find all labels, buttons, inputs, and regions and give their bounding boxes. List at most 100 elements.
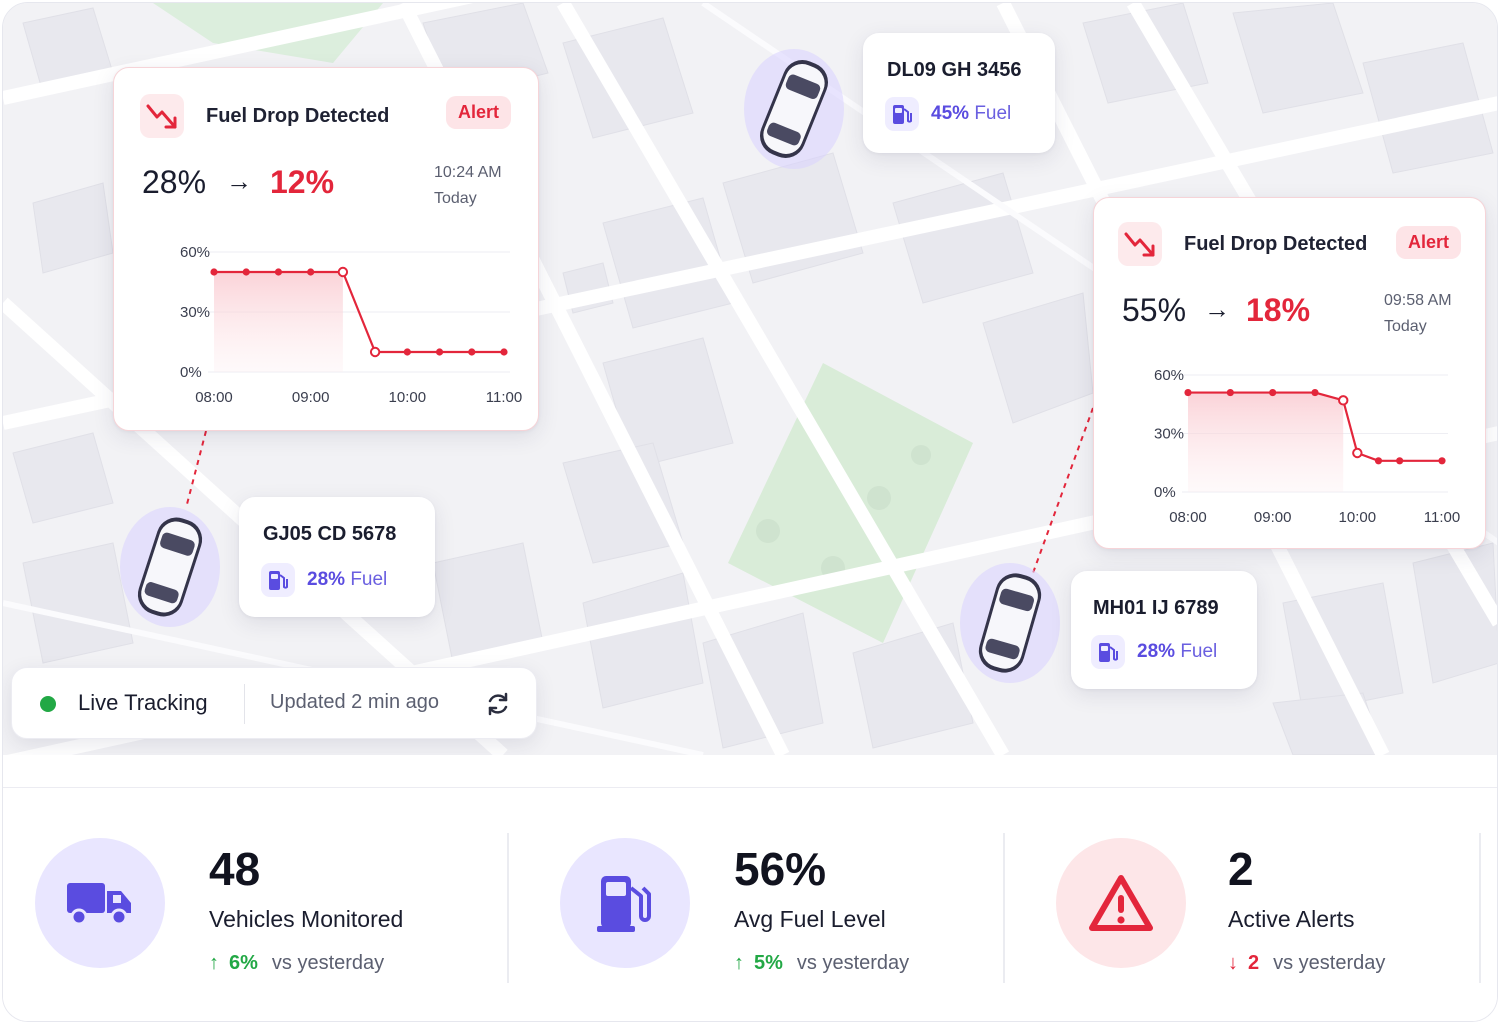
vehicle-marker-gj05[interactable] xyxy=(115,495,225,635)
fuel-pump-icon xyxy=(1091,635,1125,669)
arrow-right-icon: → xyxy=(226,166,252,196)
live-status-dot xyxy=(40,696,56,712)
fuel-alert-card-2[interactable]: Fuel Drop Detected Alert 55% → 18% 09:58… xyxy=(1093,197,1486,549)
arrow-up-icon: ↑ xyxy=(734,952,744,974)
vehicle-plate: MH01 IJ 6789 xyxy=(1093,597,1219,619)
fuel-to: 12% xyxy=(270,164,335,200)
y-tick-label: 60% xyxy=(180,244,210,261)
vehicle-card-mh01[interactable]: MH01 IJ 6789 28% Fuel xyxy=(1071,571,1257,689)
fuel-label: Fuel xyxy=(1180,641,1218,662)
alert-title: Fuel Drop Detected xyxy=(206,104,390,127)
trend-down-icon xyxy=(1118,222,1162,266)
divider xyxy=(1003,833,1005,983)
data-point xyxy=(500,348,508,356)
stat-value: 56% xyxy=(734,843,827,895)
delta-value: 6% xyxy=(229,952,258,974)
data-point xyxy=(1438,457,1446,465)
fuel-label: Fuel xyxy=(350,569,388,590)
arrow-up-icon: ↑ xyxy=(209,952,219,974)
y-tick-label: 60% xyxy=(1154,367,1184,384)
data-point xyxy=(1311,388,1319,397)
data-point xyxy=(1374,457,1383,465)
data-point xyxy=(1184,388,1192,397)
x-tick-label: 08:00 xyxy=(195,389,233,406)
vehicle-plate: GJ05 CD 5678 xyxy=(263,523,397,545)
fuel-chart-1: 60% 30% 0% 08:00 09:00 10:00 11:00 xyxy=(180,244,522,406)
vehicle-card-dl09[interactable]: DL09 GH 3456 45% Fuel xyxy=(863,33,1055,153)
alert-title: Fuel Drop Detected xyxy=(1184,232,1368,255)
vehicle-marker-dl09[interactable] xyxy=(739,37,849,177)
area-fill xyxy=(214,272,343,372)
live-tracking-bar: Live Tracking Updated 2 min ago xyxy=(11,667,537,739)
stat-delta: ↑ 5% vs yesterday xyxy=(734,952,909,975)
data-point xyxy=(337,266,349,278)
delta-suffix: vs yesterday xyxy=(271,952,385,974)
fuel-to: 18% xyxy=(1246,292,1311,328)
warning-icon xyxy=(1056,838,1186,968)
data-point xyxy=(1226,388,1234,397)
data-point xyxy=(369,346,381,358)
x-tick-label: 10:00 xyxy=(1339,509,1377,526)
data-point xyxy=(307,268,315,276)
alert-day: Today xyxy=(434,190,477,207)
x-tick-label: 11:00 xyxy=(1424,509,1460,526)
fuel-chart-2: 60% 30% 0% 08:00 09:00 10:00 11:00 xyxy=(1154,367,1460,526)
delta-suffix: vs yesterday xyxy=(796,952,910,974)
delta-suffix: vs yesterday xyxy=(1273,952,1386,974)
stat-label: Avg Fuel Level xyxy=(734,906,886,932)
refresh-icon[interactable] xyxy=(482,688,514,720)
delta-value: 2 xyxy=(1248,952,1260,974)
map-view[interactable]: Fuel Drop Detected Alert 28% → 12% 10:24… xyxy=(3,3,1497,755)
vehicle-card-gj05[interactable]: GJ05 CD 5678 28% Fuel xyxy=(239,497,435,617)
y-tick-label: 30% xyxy=(1154,426,1184,443)
arrow-right-icon: → xyxy=(1204,294,1230,324)
fuel-from: 55% xyxy=(1122,292,1187,328)
data-point xyxy=(435,348,444,356)
alert-time: 10:24 AM xyxy=(434,164,502,181)
delta-value: 5% xyxy=(754,952,783,974)
vehicle-marker-mh01[interactable] xyxy=(955,551,1065,691)
arrow-down-icon: ↓ xyxy=(1228,952,1238,974)
fuel-pump-icon xyxy=(261,563,295,597)
stats-panel: 48 Vehicles Monitored ↑ 6% vs yesterday … xyxy=(3,787,1497,1021)
divider xyxy=(1479,833,1481,983)
stat-value: 2 xyxy=(1228,843,1254,895)
divider xyxy=(507,833,509,983)
live-status-label: Live Tracking xyxy=(78,690,208,715)
data-point xyxy=(1352,447,1363,459)
vehicle-plate: DL09 GH 3456 xyxy=(887,59,1022,81)
alert-badge: Alert xyxy=(1396,226,1462,259)
stat-value: 48 xyxy=(209,843,261,895)
x-tick-label: 08:00 xyxy=(1169,509,1207,526)
fuel-pump-icon xyxy=(560,838,690,968)
trend-down-icon xyxy=(140,94,184,138)
stat-label: Vehicles Monitored xyxy=(209,906,404,932)
area-fill xyxy=(1188,392,1344,492)
data-point xyxy=(1338,395,1349,406)
divider xyxy=(244,684,245,724)
x-tick-label: 09:00 xyxy=(292,389,330,406)
fuel-pump-icon xyxy=(885,97,919,131)
truck-icon xyxy=(35,838,165,968)
stat-label: Active Alerts xyxy=(1228,906,1355,932)
data-point xyxy=(403,348,411,356)
fuel-label: Fuel xyxy=(974,103,1012,124)
alert-time: 09:58 AM xyxy=(1384,292,1452,309)
data-point xyxy=(468,348,476,356)
fuel-from: 28% xyxy=(142,164,207,200)
data-point xyxy=(274,268,283,276)
last-updated-text: Updated 2 min ago xyxy=(270,691,440,713)
data-point xyxy=(1269,388,1277,397)
alert-badge: Alert xyxy=(446,96,512,129)
x-tick-label: 09:00 xyxy=(1254,509,1292,526)
data-point xyxy=(242,268,250,276)
fuel-alert-card-1[interactable]: Fuel Drop Detected Alert 28% → 12% 10:24… xyxy=(113,67,539,431)
y-tick-label: 30% xyxy=(180,304,210,321)
x-tick-label: 10:00 xyxy=(389,389,427,406)
y-tick-label: 0% xyxy=(1154,484,1176,501)
x-tick-label: 11:00 xyxy=(486,389,522,406)
alert-day: Today xyxy=(1384,318,1427,335)
stat-delta: ↓ 2 vs yesterday xyxy=(1228,952,1385,975)
y-tick-label: 0% xyxy=(180,364,202,381)
